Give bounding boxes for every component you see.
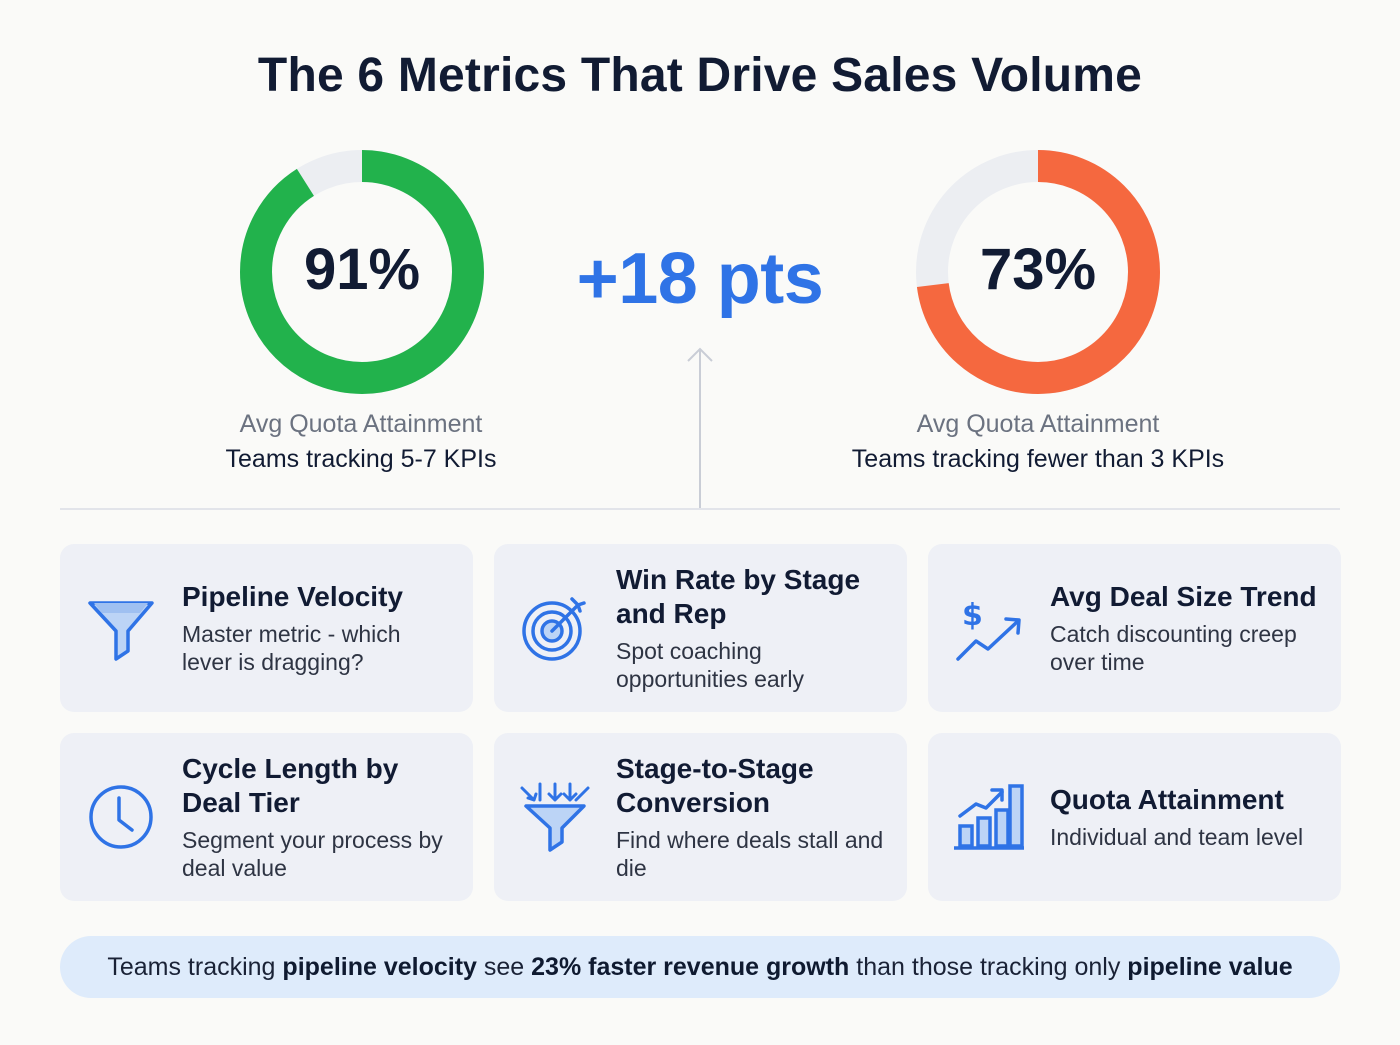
- metric-title: Pipeline Velocity: [182, 581, 403, 612]
- stat-label-left: Avg Quota Attainment: [239, 410, 483, 438]
- stat-caption-right: Avg Quota Attainment Teams tracking fewe…: [778, 407, 1298, 477]
- banner-highlight: pipeline velocity: [282, 952, 477, 981]
- dollar-trend-icon: $: [952, 591, 1026, 665]
- stat-sublabel-left: Teams tracking 5-7 KPIs: [225, 445, 497, 473]
- funnel-icon: [84, 591, 158, 665]
- banner-highlight: pipeline value: [1127, 952, 1293, 981]
- stat-caption-left: Avg Quota Attainment Teams tracking 5-7 …: [101, 407, 621, 477]
- metric-card-win-rate: Win Rate by Stage and Rep Spot coaching …: [494, 544, 907, 712]
- donut-arc-left: [240, 150, 484, 394]
- metric-card-avg-deal-size: $ Avg Deal Size Trend Catch discounting …: [928, 544, 1341, 712]
- page-title: The 6 Metrics That Drive Sales Volume: [257, 49, 1143, 102]
- metric-card-cycle-length: Cycle Length by Deal Tier Segment your p…: [60, 733, 473, 901]
- up-arrow-icon: [687, 347, 713, 510]
- stat-label-right: Avg Quota Attainment: [916, 410, 1160, 438]
- banner-text: Teams tracking: [107, 952, 276, 981]
- donut-arc-right: [916, 150, 1160, 394]
- metric-desc: Segment your process by deal value: [182, 827, 443, 881]
- conversion-funnel-icon: [518, 780, 592, 854]
- banner-highlight: 23% faster revenue growth: [531, 952, 850, 981]
- metric-title: Stage-to-Stage Conversion: [616, 753, 814, 818]
- metric-desc: Spot coaching opportunities early: [616, 638, 804, 692]
- donut-value-right: 73%: [979, 236, 1097, 302]
- target-icon: [518, 591, 592, 665]
- donut-chart-left: 91%: [240, 150, 484, 394]
- banner-text: than those tracking only: [856, 952, 1121, 981]
- svg-text:$: $: [962, 598, 983, 633]
- metric-card-stage-conversion: Stage-to-Stage Conversion Find where dea…: [494, 733, 907, 901]
- metric-desc: Find where deals stall and die: [616, 827, 884, 881]
- metric-card-quota-attainment: Quota Attainment Individual and team lev…: [928, 733, 1341, 901]
- metric-title: Quota Attainment: [1050, 784, 1284, 815]
- metric-card-pipeline-velocity: Pipeline Velocity Master metric - which …: [60, 544, 473, 712]
- delta-value: +18 pts: [576, 239, 824, 319]
- metric-title: Win Rate by Stage and Rep: [616, 564, 861, 629]
- divider: [60, 508, 1340, 510]
- metric-desc: Master metric - which lever is dragging?: [182, 621, 401, 675]
- metric-title: Cycle Length by Deal Tier: [182, 753, 399, 818]
- donut-chart-right: 73%: [916, 150, 1160, 394]
- metric-title: Avg Deal Size Trend: [1050, 581, 1317, 612]
- metric-desc: Catch discounting creep over time: [1050, 621, 1297, 675]
- bar-chart-icon: [952, 780, 1026, 854]
- banner-text: see: [483, 952, 525, 981]
- insight-banner: Teams tracking pipeline velocity see 23%…: [60, 936, 1340, 998]
- donut-value-left: 91%: [303, 236, 421, 302]
- metric-desc: Individual and team level: [1050, 824, 1304, 850]
- clock-icon: [84, 780, 158, 854]
- stat-sublabel-right: Teams tracking fewer than 3 KPIs: [851, 445, 1225, 473]
